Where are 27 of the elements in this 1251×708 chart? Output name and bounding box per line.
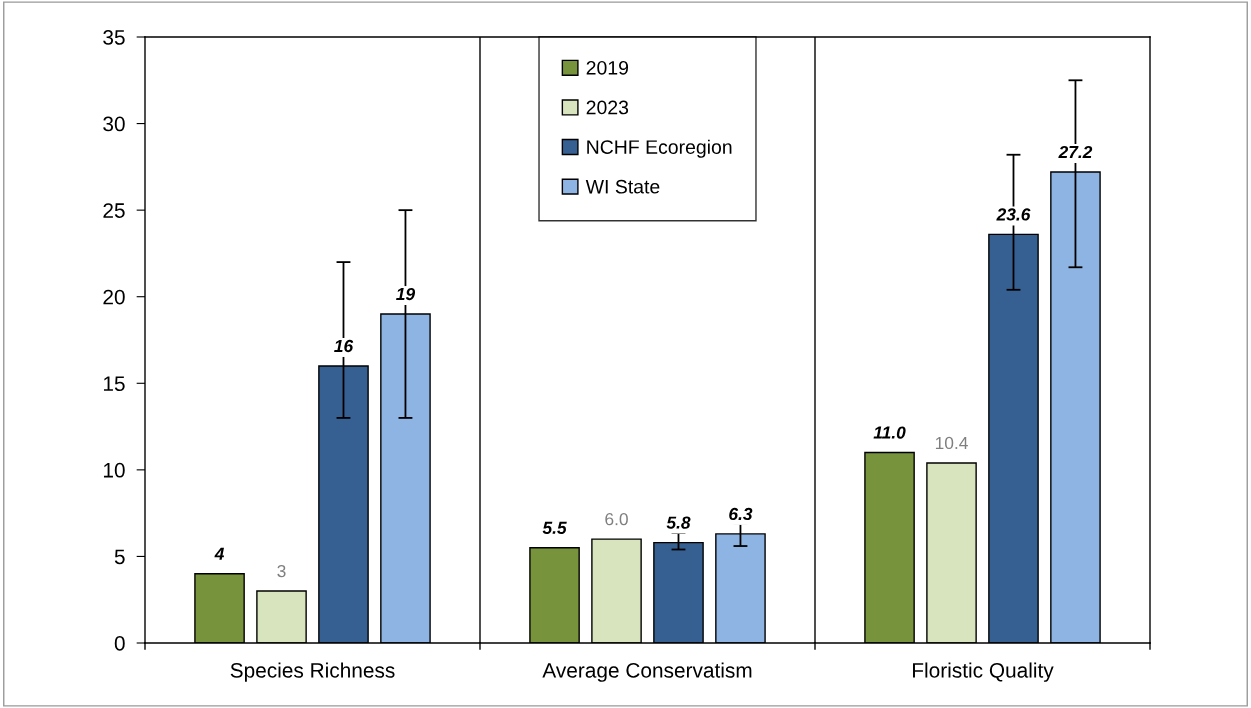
y-tick-label: 5 bbox=[114, 549, 125, 565]
y-tick-label: 15 bbox=[103, 376, 125, 392]
x-tick-label: Average Conservatism bbox=[542, 662, 752, 682]
y-tick-label: 25 bbox=[103, 203, 125, 218]
legend-label: 2023 bbox=[586, 100, 629, 115]
data-label: 16 bbox=[334, 339, 354, 353]
y-tick-label: 20 bbox=[103, 289, 125, 305]
x-tick-label: Floristic Quality bbox=[913, 662, 1054, 682]
y-tick-label: 35 bbox=[103, 30, 125, 45]
data-label: 11.0 bbox=[873, 426, 906, 439]
data-label: 27.2 bbox=[1058, 145, 1093, 159]
y-tick-label: 0 bbox=[114, 636, 125, 651]
data-label: 5.8 bbox=[666, 516, 691, 529]
y-tick-label: 10 bbox=[103, 462, 125, 478]
data-label: 6.0 bbox=[605, 513, 628, 526]
y-tick-label: 30 bbox=[103, 116, 125, 132]
data-label: 6.3 bbox=[729, 507, 753, 521]
legend-label: WI State bbox=[585, 179, 660, 194]
x-tick-label: Species Richness bbox=[230, 662, 395, 682]
data-label: 4 bbox=[214, 547, 225, 560]
data-label: 5.5 bbox=[542, 521, 567, 534]
data-label: 19 bbox=[396, 287, 416, 301]
legend-label: 2019 bbox=[586, 60, 629, 75]
legend-label: NCHF Ecoregion bbox=[587, 139, 732, 158]
data-label: 10.4 bbox=[935, 436, 968, 450]
data-label: 23.6 bbox=[996, 208, 1031, 221]
data-label: 3 bbox=[277, 564, 286, 578]
